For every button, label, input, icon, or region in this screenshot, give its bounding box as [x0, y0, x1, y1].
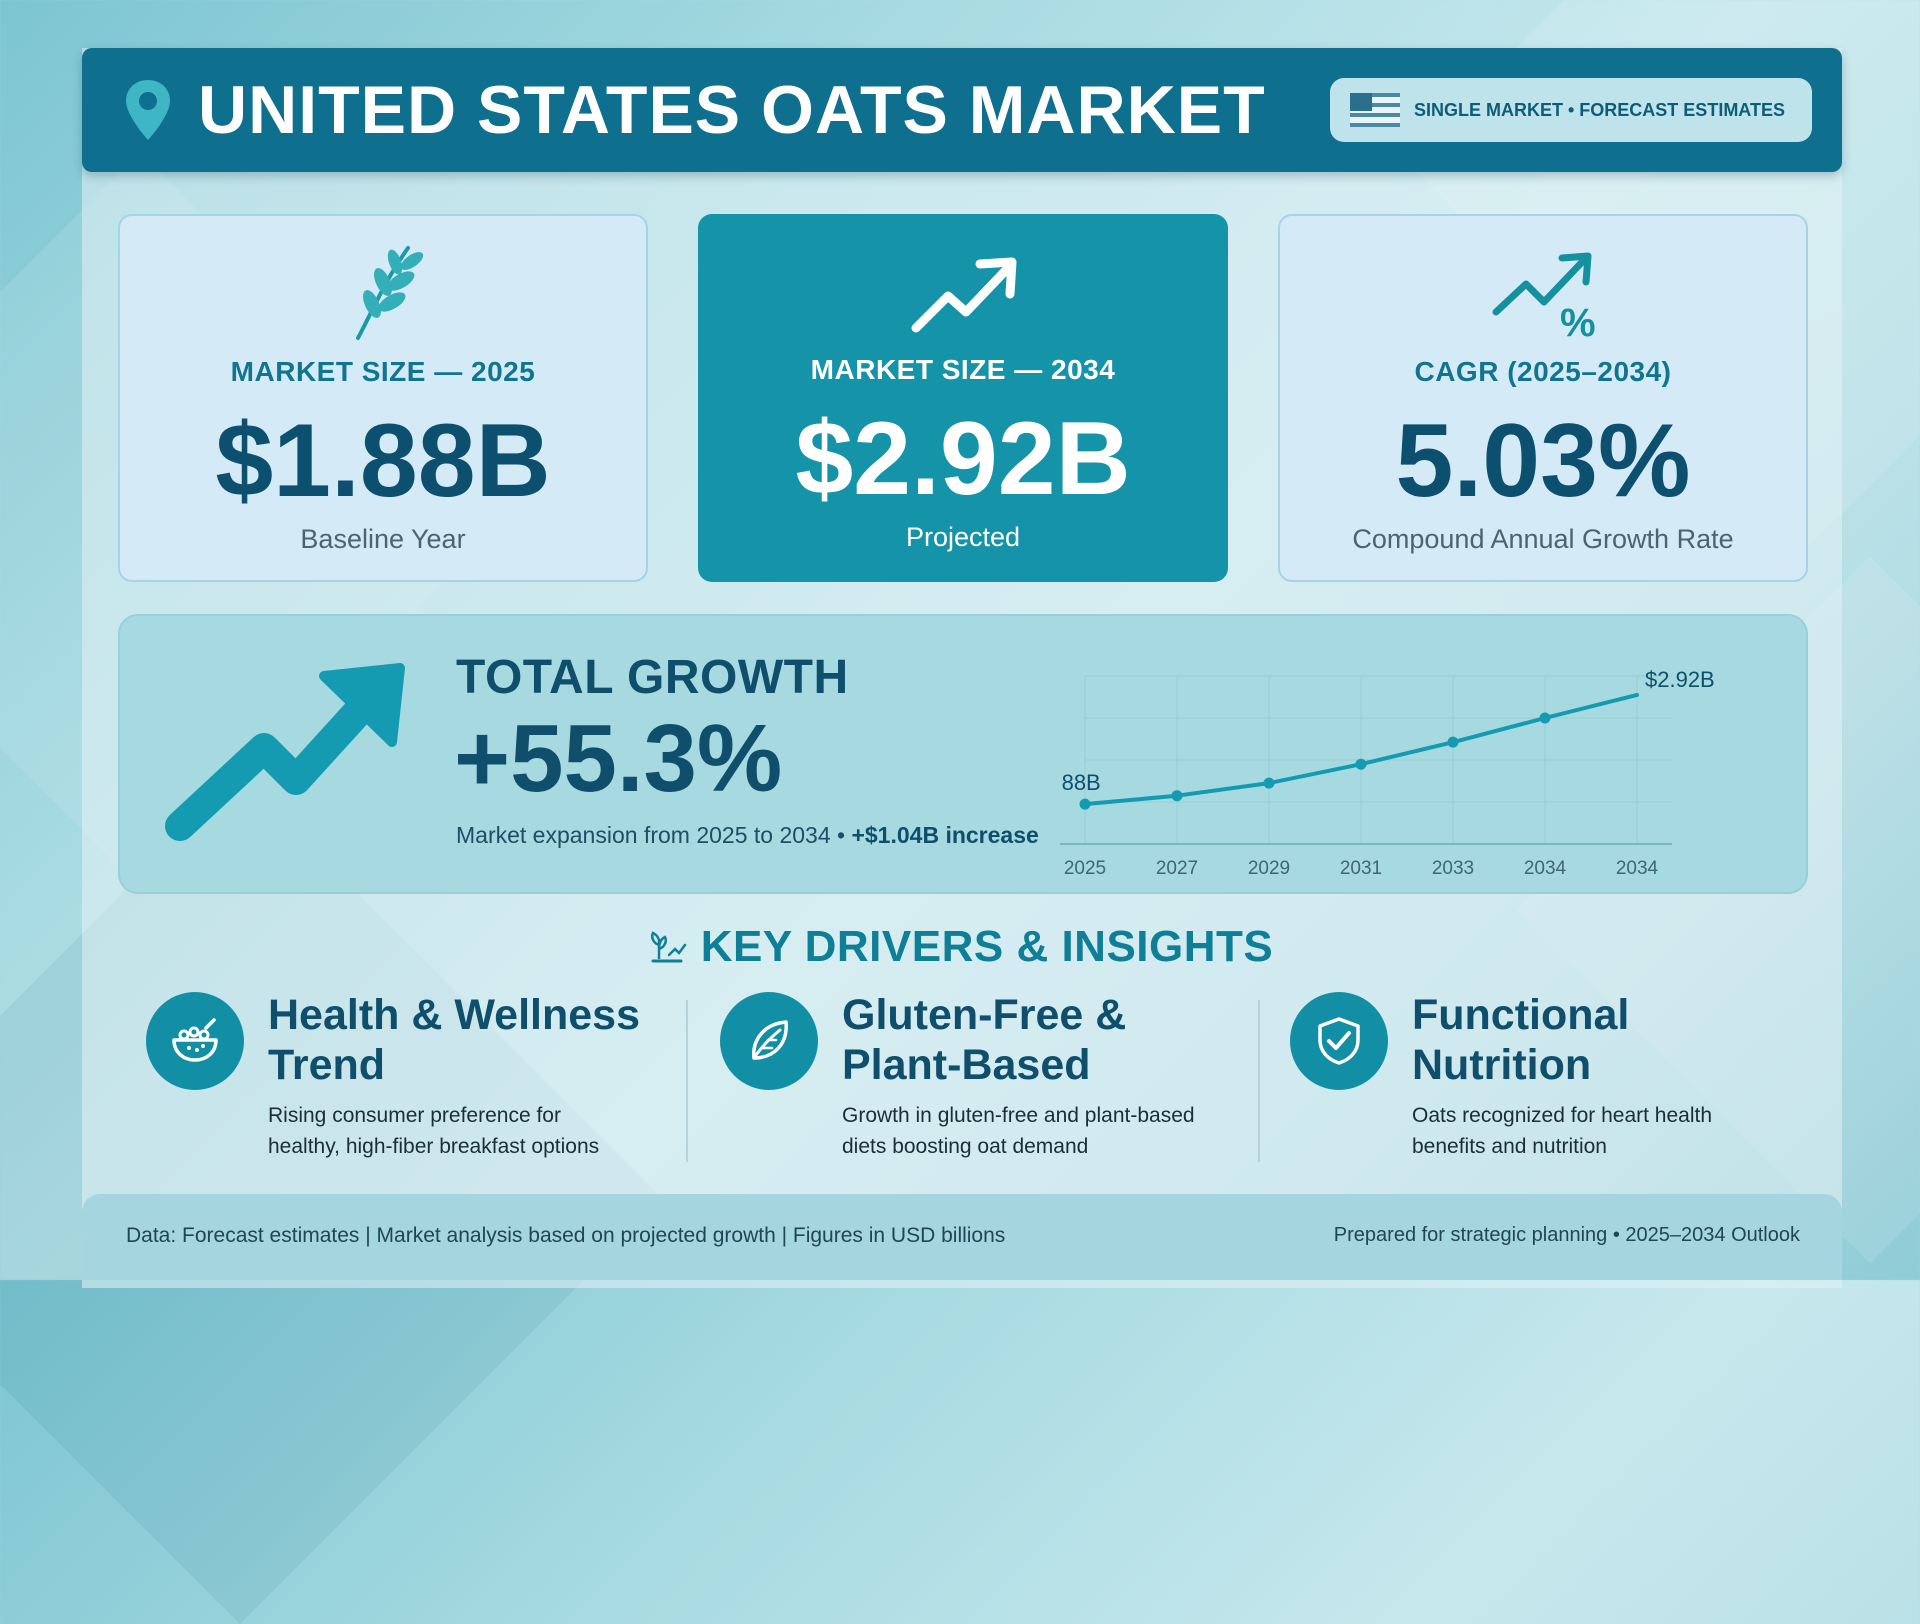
growth-line-chart: 2025 2027 2029 2031 2033 2034 2034 $1.88B $2.92B [1060, 667, 1715, 879]
total-growth-title: TOTAL GROWTH [456, 651, 849, 704]
driver-desc-line: Rising consumer preference for [268, 1104, 561, 1127]
total-growth-value: +55.3% [454, 705, 783, 812]
chart-data-label: $1.88B [1060, 770, 1101, 795]
wheat-icon [356, 246, 424, 340]
driver-desc-line: diets boosting oat demand [842, 1135, 1089, 1158]
leaf-icon [752, 1020, 788, 1060]
kpi-value: $1.88B [215, 403, 551, 519]
driver-health-wellness: Health & Wellness Trend Rising consumer p… [146, 990, 686, 1170]
page-title: UNITED STATES OATS MARKET [198, 72, 1266, 148]
driver-desc-line: benefits and nutrition [1412, 1135, 1607, 1158]
driver-description: Rising consumer preference for healthy, h… [268, 1100, 688, 1162]
driver-description: Oats recognized for heart health benefits… [1412, 1100, 1832, 1162]
chart-data-point [1079, 798, 1091, 810]
driver-title-line: Health & Wellness [268, 991, 640, 1039]
driver-title: Health & Wellness Trend [268, 990, 640, 1090]
trend-percent-icon: % [1492, 252, 1596, 342]
kpi-value: $2.92B [795, 401, 1131, 517]
driver-title-line: Gluten-Free & [842, 991, 1127, 1039]
driver-title: Functional Nutrition [1412, 990, 1629, 1090]
kpi-caption: Projected [905, 522, 1021, 552]
driver-desc-line: Growth in gluten-free and plant-based [842, 1104, 1195, 1127]
driver-description: Growth in gluten-free and plant-based die… [842, 1100, 1262, 1162]
chart-tick-label: 2029 [1248, 858, 1290, 879]
total-growth-description: Market expansion from 2025 to 2034 • +$1… [456, 822, 1039, 849]
plant-analytics-icon [650, 931, 686, 963]
driver-gluten-free-plant-based: Gluten-Free & Plant-Based Growth in glute… [720, 990, 1260, 1170]
driver-title-line: Plant-Based [842, 1041, 1091, 1089]
chart-data-point [1171, 790, 1183, 802]
kpi-label: MARKET SIZE — 2034 [810, 354, 1116, 385]
kpi-label: MARKET SIZE — 2025 [230, 356, 536, 387]
total-growth-increase: +$1.04B increase [851, 822, 1039, 848]
driver-desc-line: healthy, high-fiber breakfast options [268, 1135, 600, 1158]
drivers-heading-label: KEY DRIVERS & INSIGHTS [700, 922, 1274, 971]
chart-data-point [1539, 712, 1551, 724]
kpi-label: CAGR (2025–2034) [1414, 356, 1672, 387]
chart-data-point [1447, 736, 1459, 748]
driver-title: Gluten-Free & Plant-Based [842, 990, 1126, 1090]
scope-badge-label: SINGLE MARKET • FORECAST ESTIMATES [1414, 99, 1785, 120]
kpi-card-market-size-2034: MARKET SIZE — 2034 $2.92B Projected [698, 214, 1228, 582]
drivers-heading: KEY DRIVERS & INSIGHTS [0, 922, 1920, 972]
divider [1258, 1000, 1260, 1162]
header-banner: UNITED STATES OATS MARKET SINGLE MARKET … [82, 48, 1842, 172]
divider [686, 1000, 688, 1162]
chart-tick-label: 2034 [1616, 858, 1659, 879]
total-growth-panel: TOTAL GROWTH +55.3% Market expansion fro… [118, 614, 1808, 894]
driver-desc-line: Oats recognized for heart health [1412, 1104, 1713, 1127]
driver-icon-badge [1290, 992, 1388, 1090]
kpi-value: 5.03% [1395, 403, 1691, 519]
footer: Data: Forecast estimates | Market analys… [82, 1194, 1842, 1280]
us-flag-icon [1350, 93, 1400, 127]
footer-source-note: Data: Forecast estimates | Market analys… [126, 1224, 1006, 1247]
driver-title-line: Nutrition [1412, 1041, 1592, 1089]
driver-icon-badge [720, 992, 818, 1090]
kpi-card-market-size-2025: MARKET SIZE — 2025 $1.88B Baseline Year [118, 214, 648, 582]
chart-tick-label: 2027 [1156, 858, 1198, 879]
footer-outlook-note: Prepared for strategic planning • 2025–2… [1333, 1224, 1800, 1246]
cereal-bowl-icon [172, 1018, 218, 1062]
chart-data-label: $2.92B [1645, 667, 1715, 692]
kpi-caption: Compound Annual Growth Rate [1352, 524, 1734, 554]
chart-tick-label: 2031 [1340, 858, 1382, 879]
chart-tick-label: 2033 [1432, 858, 1474, 879]
driver-title-line: Functional [1412, 991, 1630, 1039]
chart-tick-label: 2034 [1524, 858, 1567, 879]
growth-arrow-icon [165, 663, 405, 841]
shield-check-icon [1318, 1017, 1360, 1065]
svg-text:%: % [1560, 301, 1596, 342]
driver-title-line: Trend [268, 1041, 386, 1089]
location-pin-icon [126, 80, 170, 140]
chart-tick-label: 2025 [1064, 858, 1106, 879]
kpi-card-cagr: % CAGR (2025–2034) 5.03% Compound Annual… [1278, 214, 1808, 582]
scope-badge: SINGLE MARKET • FORECAST ESTIMATES [1330, 78, 1812, 142]
driver-icon-badge [146, 992, 244, 1090]
driver-functional-nutrition: Functional Nutrition Oats recognized for … [1290, 990, 1830, 1170]
trend-up-icon [911, 257, 1017, 333]
kpi-caption: Baseline Year [300, 524, 466, 554]
chart-data-point [1355, 758, 1367, 770]
chart-data-point [1263, 777, 1275, 789]
total-growth-desc-text: Market expansion from 2025 to 2034 • [456, 822, 852, 848]
